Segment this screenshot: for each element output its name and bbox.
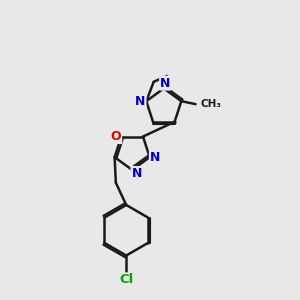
Text: N: N <box>150 151 160 164</box>
Text: Cl: Cl <box>119 273 133 286</box>
Text: N: N <box>131 167 142 180</box>
Text: N: N <box>160 76 170 90</box>
Text: CH₃: CH₃ <box>201 99 222 109</box>
Text: N: N <box>135 95 146 108</box>
Text: O: O <box>111 130 121 143</box>
